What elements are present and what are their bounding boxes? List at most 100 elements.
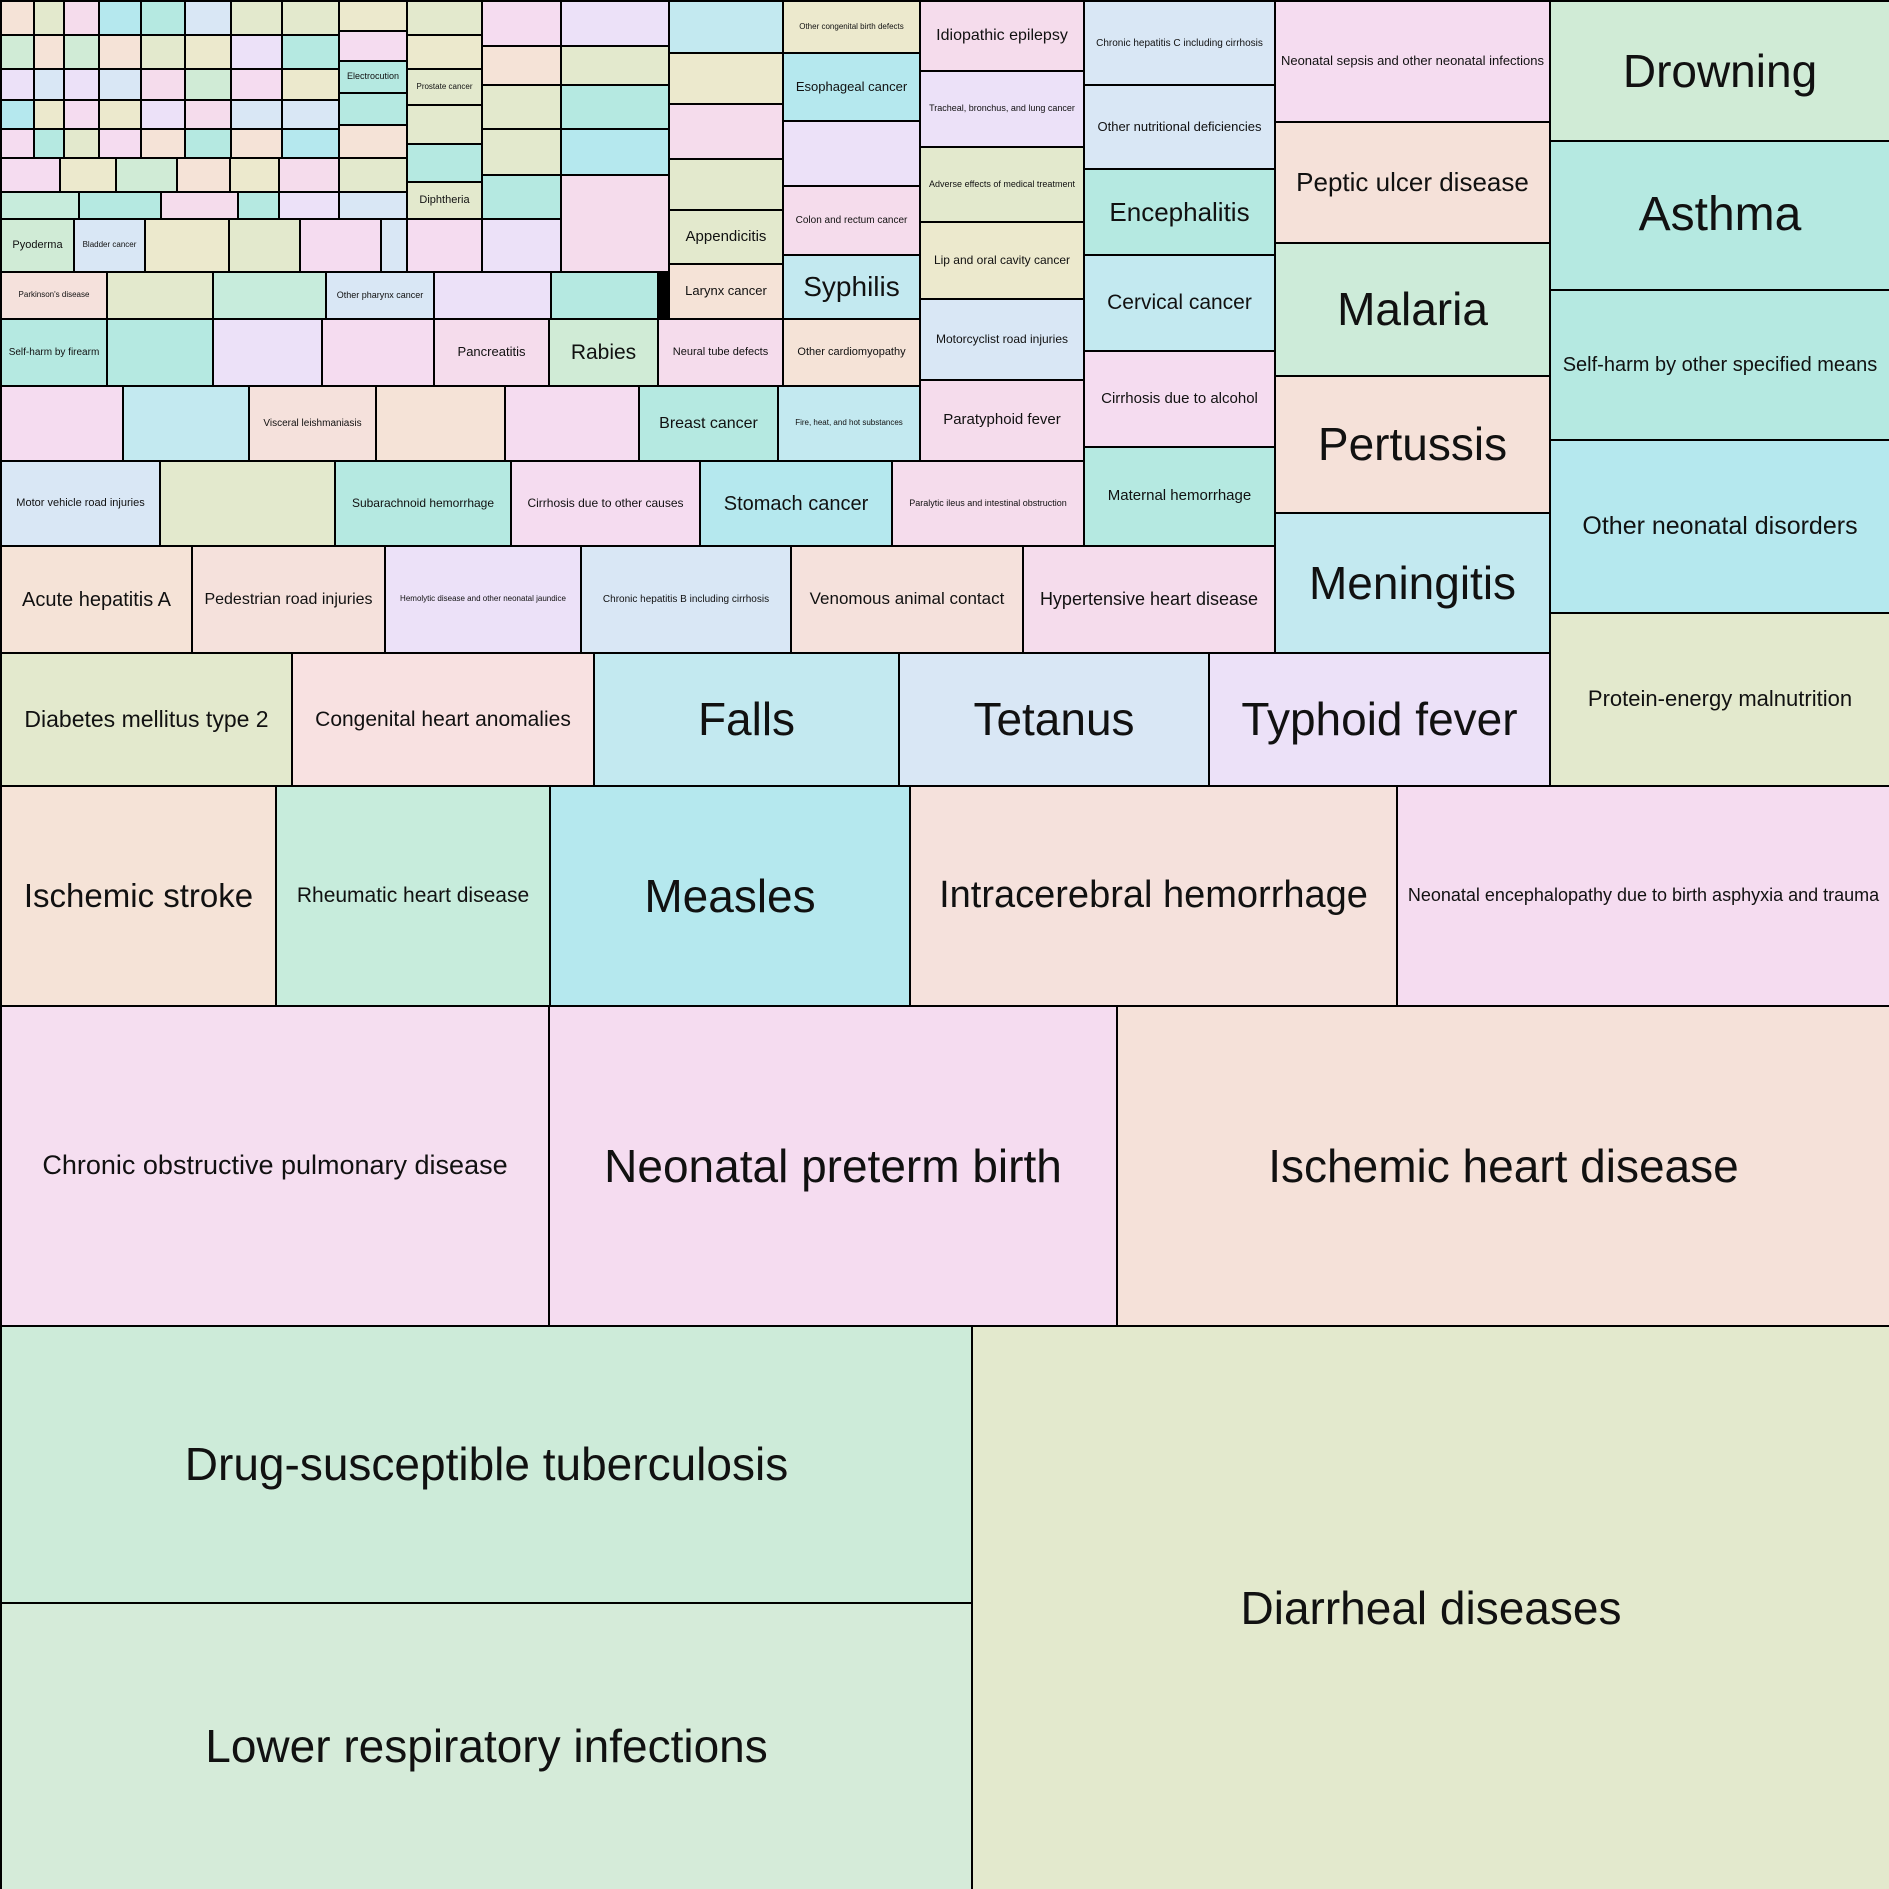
treemap-cell-label: Hemolytic disease and other neonatal jau… [400, 594, 566, 604]
treemap-cell [140, 68, 186, 101]
treemap-cell-label: Other congenital birth defects [799, 21, 904, 31]
treemap-cell-malaria: Malaria [1274, 242, 1551, 377]
treemap-cell [230, 34, 283, 70]
treemap-cell-label: Diphtheria [419, 194, 470, 207]
treemap-cell [668, 158, 784, 211]
treemap-cell-label: Tracheal, bronchus, and lung cancer [929, 103, 1075, 114]
treemap-cell-label: Pertussis [1317, 418, 1508, 471]
treemap-cell-neonatal-encephalopathy-due-to-birth-asphyxia-and-trauma: Neonatal encephalopathy due to birth asp… [1396, 785, 1889, 1007]
treemap-cell-rheumatic-heart-disease: Rheumatic heart disease [275, 785, 551, 1007]
treemap-cell-bladder-cancer: Bladder cancer [73, 218, 146, 273]
treemap-cell [481, 128, 562, 176]
treemap-cell-label: Ischemic heart disease [1268, 1139, 1739, 1192]
treemap-cell [230, 68, 283, 101]
treemap-cell-chronic-hepatitis-c-including-cirrhosis: Chronic hepatitis C including cirrhosis [1083, 0, 1276, 86]
treemap-cell-label: Chronic obstructive pulmonary disease [42, 1150, 508, 1181]
treemap-cell-label: Asthma [1638, 188, 1802, 242]
treemap-cell [481, 174, 562, 220]
treemap-cell [115, 157, 178, 193]
treemap-cell-diabetes-mellitus-type-2: Diabetes mellitus type 2 [0, 652, 293, 787]
treemap-cell [0, 191, 80, 220]
treemap-cell [281, 99, 340, 130]
treemap-cell-label: Meningitis [1308, 556, 1517, 609]
treemap-cell [0, 99, 35, 130]
treemap-cell [230, 0, 283, 36]
treemap-cell-self-harm-by-other-specified-means: Self-harm by other specified means [1549, 289, 1889, 441]
treemap-cell [184, 128, 232, 159]
treemap-cell [140, 99, 186, 130]
treemap-cell-label: Peptic ulcer disease [1296, 167, 1529, 198]
treemap-cell-visceral-leishmaniasis: Visceral leishmaniasis [248, 385, 377, 462]
treemap-cell [237, 191, 280, 220]
treemap-cell [281, 34, 340, 70]
treemap-cell-label: Typhoid fever [1241, 693, 1518, 746]
treemap-cell-label: Rheumatic heart disease [296, 884, 530, 908]
treemap-cell [229, 157, 280, 193]
treemap-cell [278, 191, 340, 220]
treemap-cell [338, 191, 408, 220]
treemap-cell [0, 0, 35, 36]
treemap-cell [140, 34, 186, 70]
treemap-cell-label: Motorcyclist road injuries [935, 331, 1069, 346]
treemap-cell-label: Stomach cancer [723, 492, 869, 515]
treemap-cell-self-harm-by-firearm: Self-harm by firearm [0, 318, 108, 387]
treemap-cell-breast-cancer: Breast cancer [638, 385, 779, 462]
treemap-cell [160, 191, 239, 220]
treemap-cell-appendicitis: Appendicitis [668, 209, 784, 265]
treemap-cell-other-congenital-birth-defects: Other congenital birth defects [782, 0, 921, 54]
treemap-cell-hemolytic-disease-and-other-neonatal-jaundice: Hemolytic disease and other neonatal jau… [384, 545, 582, 654]
treemap-cell [184, 68, 232, 101]
treemap-cell [98, 0, 142, 36]
treemap-cell [281, 0, 340, 36]
treemap-cell-larynx-cancer: Larynx cancer [668, 263, 784, 320]
treemap-cell [406, 0, 483, 36]
treemap-cell-label: Venomous animal contact [809, 589, 1005, 609]
treemap-cell-label: Electrocution [346, 71, 400, 82]
treemap-cell [560, 128, 670, 176]
treemap-cell-rabies: Rabies [548, 318, 659, 387]
treemap-cell [406, 34, 483, 70]
treemap-cell [481, 84, 562, 130]
treemap-cell-label: Colon and rectum cancer [795, 215, 908, 226]
treemap-cell-subarachnoid-hemorrhage: Subarachnoid hemorrhage [334, 460, 512, 547]
treemap-cell-label: Neonatal sepsis and other neonatal infec… [1280, 53, 1545, 69]
treemap-cell-label: Intracerebral hemorrhage [939, 874, 1368, 917]
treemap-cell-label: Visceral leishmaniasis [263, 418, 362, 429]
treemap-cell-other-nutritional-deficiencies: Other nutritional deficiencies [1083, 84, 1276, 170]
treemap-cell-protein-energy-malnutrition: Protein-energy malnutrition [1549, 612, 1889, 787]
treemap-cell-other-neonatal-disorders: Other neonatal disorders [1549, 439, 1889, 614]
treemap-cell [33, 128, 65, 159]
treemap-cell [63, 99, 100, 130]
treemap-cell-label: Motor vehicle road injuries [16, 497, 145, 510]
treemap-cell-pertussis: Pertussis [1274, 375, 1551, 514]
treemap-cell-colon-and-rectum-cancer: Colon and rectum cancer [782, 185, 921, 256]
treemap-cell-parkinson-s-disease: Parkinson's disease [0, 271, 108, 320]
treemap-cell-label: Maternal hemorrhage [1107, 487, 1252, 505]
treemap-cell-label: Chronic hepatitis B including cirrhosis [602, 594, 770, 605]
treemap-cell-encephalitis: Encephalitis [1083, 168, 1276, 256]
treemap-cell [230, 128, 283, 159]
treemap-cell-diarrheal-diseases: Diarrheal diseases [971, 1325, 1889, 1889]
treemap-cell-label: Other cardiomyopathy [797, 346, 906, 359]
treemap-cell [140, 0, 186, 36]
treemap-cell [184, 99, 232, 130]
treemap-cell [481, 45, 562, 86]
treemap-cell-label: Diabetes mellitus type 2 [24, 705, 269, 732]
treemap-cell-ischemic-heart-disease: Ischemic heart disease [1116, 1005, 1889, 1327]
treemap-cell-label: Bladder cancer [82, 240, 137, 250]
treemap-cell-pyoderma: Pyoderma [0, 218, 75, 273]
treemap-cell-label: Self-harm by firearm [8, 347, 100, 358]
treemap-cell [0, 128, 35, 159]
treemap-cell [106, 318, 214, 387]
treemap-cell-chronic-obstructive-pulmonary-disease: Chronic obstructive pulmonary disease [0, 1005, 550, 1327]
treemap-cell-label: Subarachnoid hemorrhage [351, 495, 495, 510]
treemap-cell-meningitis: Meningitis [1274, 512, 1551, 654]
treemap-cell-paratyphoid-fever: Paratyphoid fever [919, 379, 1085, 462]
treemap-cell-lip-and-oral-cavity-cancer: Lip and oral cavity cancer [919, 221, 1085, 300]
treemap-cell-label: Cirrhosis due to alcohol [1101, 389, 1258, 407]
treemap-cell-label: Idiopathic epilepsy [936, 27, 1068, 45]
treemap-cell-label: Self-harm by other specified means [1562, 354, 1878, 376]
treemap-cell-other-pharynx-cancer: Other pharynx cancer [325, 271, 435, 320]
treemap-cell-ischemic-stroke: Ischemic stroke [0, 785, 277, 1007]
